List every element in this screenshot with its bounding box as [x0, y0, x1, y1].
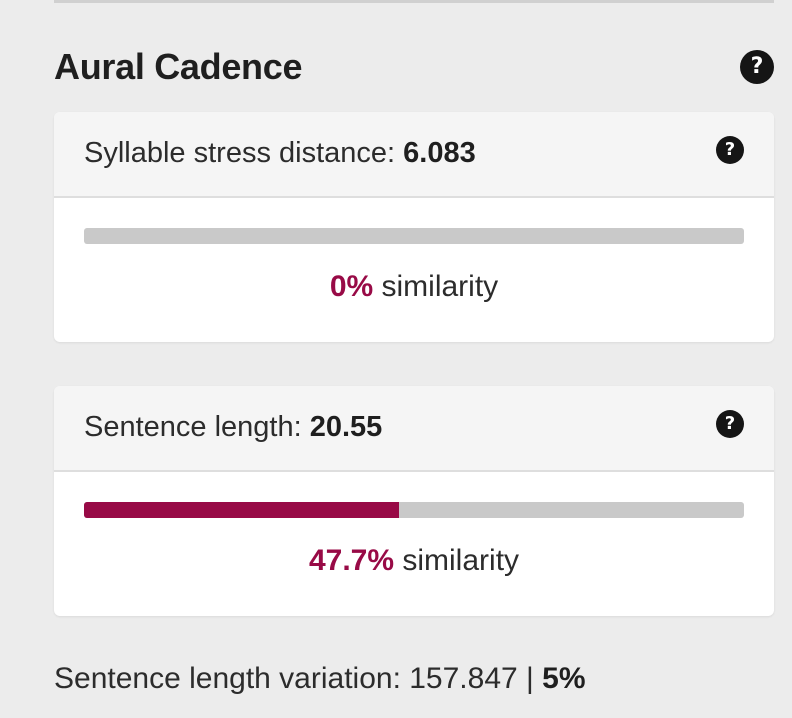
metric-card-syllable-stress: Syllable stress distance: 6.083 ? 0% sim…	[54, 112, 774, 342]
variation-label: Sentence length variation: 157.847 |	[54, 662, 543, 695]
question-circle-icon[interactable]: ?	[740, 50, 774, 84]
similarity-percent: 0%	[329, 270, 374, 303]
sentence-length-variation: Sentence length variation: 157.847 | 5%	[54, 662, 586, 696]
metric-card-header: Sentence length: 20.55 ?	[54, 386, 774, 472]
question-circle-icon[interactable]: ?	[716, 410, 744, 438]
metric-card-header: Syllable stress distance: 6.083 ?	[54, 112, 774, 198]
similarity-label: similarity	[373, 270, 499, 303]
metric-label: Sentence length:	[84, 411, 310, 443]
metric-heading: Syllable stress distance: 6.083	[84, 137, 476, 170]
similarity-progress-bar	[84, 228, 744, 244]
variation-percent: 5%	[542, 662, 586, 695]
section-title: Aural Cadence	[54, 46, 303, 87]
similarity-percent: 47.7%	[308, 544, 395, 577]
similarity-progress-fill	[84, 502, 399, 518]
metric-value: 6.083	[403, 137, 476, 169]
metric-card-sentence-length: Sentence length: 20.55 ? 47.7% similarit…	[54, 386, 774, 616]
question-circle-icon[interactable]: ?	[716, 136, 744, 164]
similarity-label: similarity	[394, 544, 520, 577]
metric-label: Syllable stress distance:	[84, 137, 404, 169]
metric-value: 20.55	[309, 411, 383, 443]
similarity-text: 47.7% similarity	[54, 544, 774, 578]
similarity-progress-bar	[84, 502, 744, 518]
metric-heading: Sentence length: 20.55	[84, 411, 382, 444]
similarity-text: 0% similarity	[54, 270, 774, 304]
section-divider	[54, 0, 774, 3]
